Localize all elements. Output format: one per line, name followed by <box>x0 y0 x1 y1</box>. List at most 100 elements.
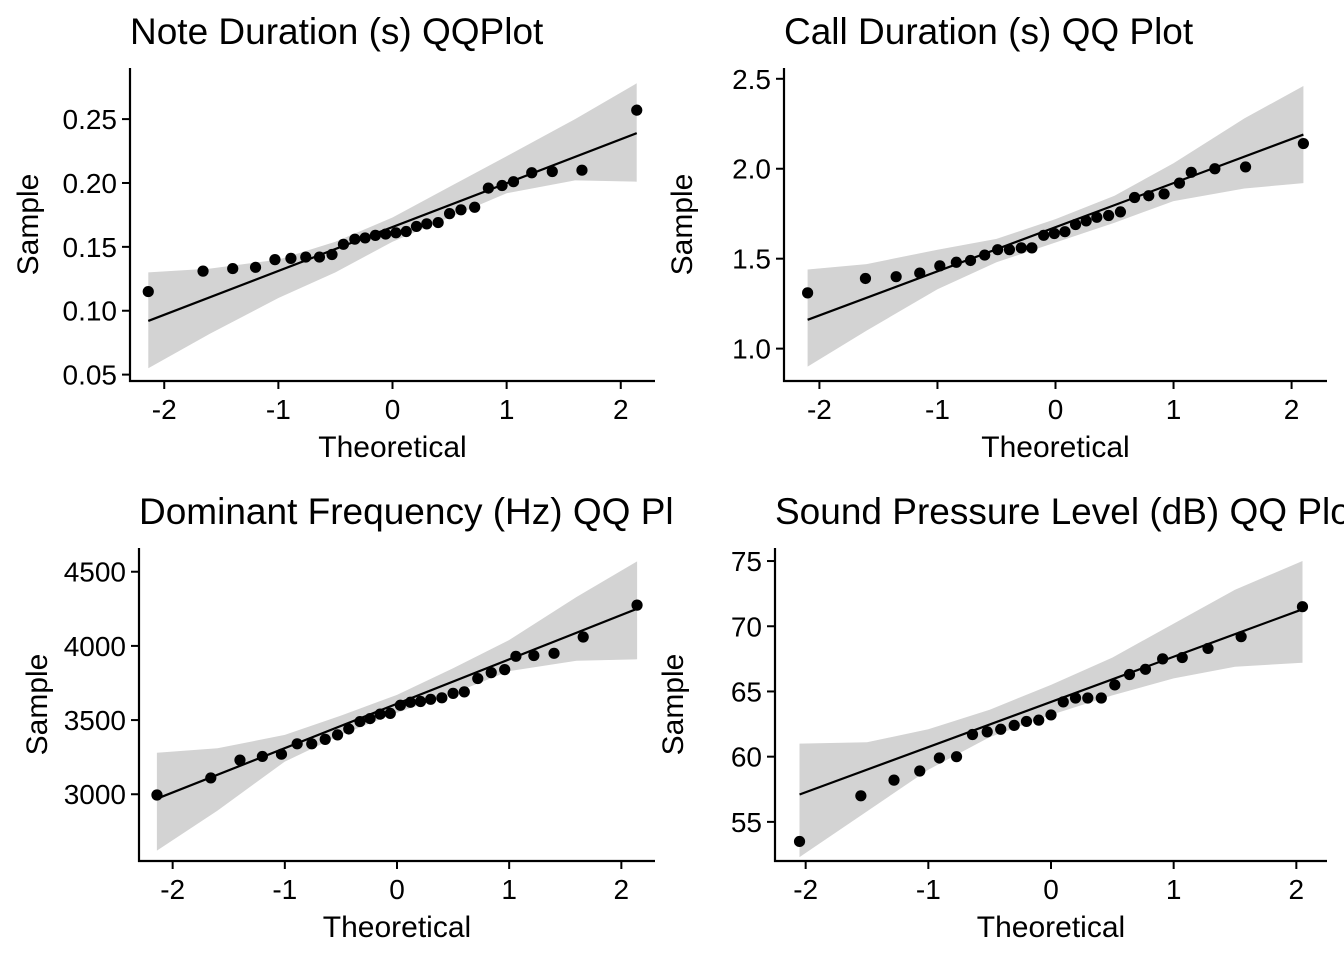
data-point <box>507 176 520 188</box>
data-point <box>205 772 217 784</box>
y-tick-label: 2.0 <box>732 154 771 185</box>
y-axis-title: Sample <box>21 654 54 756</box>
data-point <box>400 225 412 238</box>
x-axis-title: Theoretical <box>977 911 1125 944</box>
data-point <box>1176 651 1188 664</box>
data-point <box>995 723 1007 735</box>
data-point <box>349 233 361 245</box>
data-point <box>425 693 437 705</box>
data-point <box>485 667 497 679</box>
x-tick-label: 0 <box>389 874 405 905</box>
data-point <box>1069 218 1082 231</box>
data-point <box>1069 692 1082 704</box>
y-tick-label: 4000 <box>64 631 126 662</box>
data-point <box>1109 679 1121 691</box>
y-tick-label: 70 <box>731 611 762 642</box>
x-tick-label: -2 <box>807 394 832 425</box>
data-point <box>1059 226 1071 238</box>
data-point <box>331 729 344 741</box>
data-point <box>981 726 993 738</box>
data-point <box>1239 161 1252 173</box>
y-tick-label: 1.0 <box>732 334 771 365</box>
y-axis-title: Sample <box>666 174 699 276</box>
qq-panel-4: Sound Pressure Level (dB) QQ Plot -2 -1 0 1 2… <box>657 491 1344 944</box>
x-tick-label: 1 <box>499 394 515 425</box>
data-point <box>966 728 979 741</box>
chart-title: Call Duration (s) QQ Plot <box>784 11 1194 52</box>
data-point <box>1157 653 1169 665</box>
data-point <box>802 287 814 299</box>
data-point <box>390 227 402 239</box>
data-point <box>1057 696 1069 708</box>
data-point <box>1003 244 1016 256</box>
data-point <box>1185 166 1197 178</box>
reference-line <box>147 132 638 322</box>
data-point <box>472 672 484 685</box>
confidence-band <box>799 561 1303 858</box>
data-point <box>197 265 209 277</box>
data-point <box>1128 191 1141 204</box>
data-point <box>1082 692 1094 704</box>
x-tick-label: -1 <box>266 394 291 425</box>
x-tick-label: -2 <box>793 874 818 905</box>
data-point <box>285 252 297 264</box>
y-tick-label: 55 <box>731 807 762 838</box>
data-point <box>548 647 560 659</box>
y-tick-label: 0.05 <box>63 360 118 391</box>
chart-title: Sound Pressure Level (dB) QQ Plot <box>775 491 1344 532</box>
y-tick-label: 0.25 <box>63 104 118 135</box>
data-point <box>1008 719 1020 731</box>
confidence-band <box>148 83 637 369</box>
x-tick-label: 0 <box>1048 394 1064 425</box>
y-tick-label: 1.5 <box>732 244 771 275</box>
data-point <box>410 220 423 233</box>
y-tick-label: 0.20 <box>63 168 118 199</box>
data-point <box>343 723 355 735</box>
data-point <box>934 260 946 272</box>
data-point <box>319 733 331 745</box>
data-point <box>964 254 977 267</box>
data-point <box>394 699 406 711</box>
reference-line <box>807 133 1304 321</box>
data-point <box>291 738 303 750</box>
y-tick-label: 0.15 <box>63 232 118 263</box>
data-point <box>1114 206 1127 218</box>
data-point <box>443 208 456 220</box>
data-point <box>1296 601 1309 613</box>
data-point <box>306 738 318 750</box>
qq-panel-3: Dominant Frequency (Hz) QQ Plot -2 -1 0 1 2 30… <box>21 491 672 944</box>
data-point <box>499 664 511 676</box>
data-point <box>631 599 643 611</box>
data-point <box>354 715 366 728</box>
x-tick-label: 2 <box>1284 394 1300 425</box>
data-point <box>890 271 902 283</box>
data-point <box>1209 163 1221 175</box>
data-point <box>326 248 338 261</box>
data-point <box>576 164 588 176</box>
y-tick-label: 2.5 <box>732 64 771 95</box>
y-tick-label: 3500 <box>64 705 126 736</box>
chart-title: Note Duration (s) QQPlot <box>130 11 544 52</box>
data-point <box>380 228 392 240</box>
data-point <box>313 251 326 263</box>
data-point <box>275 748 288 760</box>
data-point <box>1103 209 1115 222</box>
x-axis-title: Theoretical <box>981 431 1129 464</box>
data-point <box>859 272 872 285</box>
data-point <box>1139 663 1152 675</box>
data-point <box>269 254 281 266</box>
data-point <box>1045 709 1057 721</box>
y-tick-label: 3000 <box>64 779 126 810</box>
x-tick-label: -1 <box>916 874 941 905</box>
data-point <box>1235 631 1247 643</box>
data-point <box>421 218 433 230</box>
y-tick-label: 4500 <box>64 557 126 588</box>
data-point <box>1123 668 1136 681</box>
data-point <box>914 267 926 279</box>
data-point <box>151 789 163 801</box>
y-tick-label: 0.10 <box>63 296 118 327</box>
data-point <box>1158 188 1170 200</box>
data-point <box>1026 242 1038 254</box>
data-point <box>888 774 900 786</box>
